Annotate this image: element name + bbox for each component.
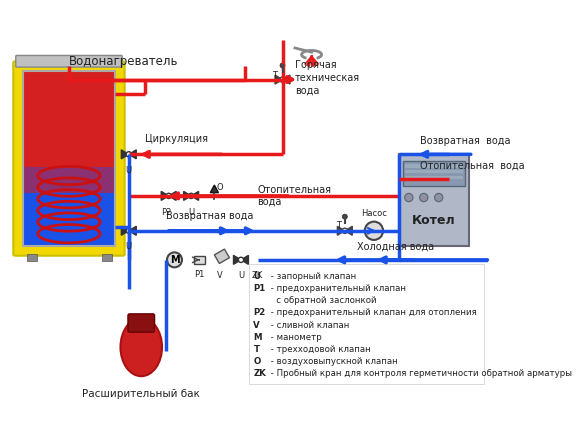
Text: Отопительная
вода: Отопительная вода <box>258 185 332 207</box>
Text: Котел: Котел <box>412 214 456 227</box>
Text: Расширительный бак: Расширительный бак <box>82 389 200 399</box>
Text: Циркуляция: Циркуляция <box>146 134 208 144</box>
Text: Возвратная вода: Возвратная вода <box>166 211 254 221</box>
Text: - запорный клапан: - запорный клапан <box>268 272 357 281</box>
FancyBboxPatch shape <box>23 71 114 167</box>
Circle shape <box>280 77 285 82</box>
Polygon shape <box>241 255 248 264</box>
Text: Горячая
техническая
вода: Горячая техническая вода <box>295 61 360 95</box>
Circle shape <box>238 257 244 262</box>
Text: - воздуховыпускной клапан: - воздуховыпускной клапан <box>268 356 398 366</box>
Text: Насос: Насос <box>361 209 387 218</box>
Text: P2: P2 <box>254 308 266 317</box>
Bar <box>406 164 463 168</box>
Circle shape <box>342 228 348 233</box>
FancyBboxPatch shape <box>399 154 470 246</box>
Text: U: U <box>254 272 260 281</box>
Text: V: V <box>254 320 260 329</box>
Polygon shape <box>161 191 168 200</box>
Circle shape <box>188 193 194 199</box>
Circle shape <box>126 228 131 233</box>
Polygon shape <box>345 226 352 235</box>
Bar <box>214 249 230 264</box>
Text: U: U <box>238 271 244 280</box>
Circle shape <box>342 214 348 219</box>
Polygon shape <box>184 191 191 200</box>
Polygon shape <box>282 75 290 84</box>
FancyBboxPatch shape <box>16 55 122 67</box>
Bar <box>28 254 38 261</box>
Polygon shape <box>122 150 129 159</box>
Ellipse shape <box>120 318 162 376</box>
Text: с обратной заслонкой: с обратной заслонкой <box>268 296 377 305</box>
Polygon shape <box>191 191 198 200</box>
Text: M: M <box>254 332 262 341</box>
Polygon shape <box>338 226 345 235</box>
Text: - предохранительный клапан: - предохранительный клапан <box>268 284 406 293</box>
Text: - манометр: - манометр <box>268 332 322 341</box>
Text: O: O <box>217 184 224 192</box>
Bar <box>194 256 205 264</box>
Circle shape <box>280 63 285 68</box>
Text: U: U <box>188 208 194 217</box>
Circle shape <box>420 194 428 202</box>
Bar <box>406 176 463 179</box>
Text: - Пробный кран для контроля герметичности обратной арматуры: - Пробный кран для контроля герметичност… <box>268 369 572 378</box>
FancyBboxPatch shape <box>14 61 124 256</box>
Bar <box>403 161 465 186</box>
Circle shape <box>126 152 131 157</box>
Circle shape <box>404 194 413 202</box>
Bar <box>249 264 484 384</box>
Polygon shape <box>234 255 241 264</box>
Circle shape <box>167 252 182 267</box>
Text: T: T <box>254 344 259 353</box>
Circle shape <box>434 194 443 202</box>
Polygon shape <box>122 226 129 235</box>
Bar <box>102 254 112 261</box>
Bar <box>406 170 463 173</box>
Text: Отопительная  вода: Отопительная вода <box>420 161 524 171</box>
Text: P1: P1 <box>254 284 266 293</box>
Text: Возвратная  вода: Возвратная вода <box>420 136 510 146</box>
Polygon shape <box>168 191 176 200</box>
Text: V: V <box>217 271 223 280</box>
Text: M: M <box>170 255 179 265</box>
Text: P1: P1 <box>194 270 205 279</box>
Circle shape <box>365 221 383 240</box>
Text: ZK: ZK <box>252 271 263 280</box>
Text: - сливной клапан: - сливной клапан <box>268 320 350 329</box>
Text: - предохранительный клапан для отопления: - предохранительный клапан для отопления <box>268 308 477 317</box>
Text: ZK: ZK <box>254 369 266 378</box>
Text: U: U <box>126 243 132 252</box>
Text: T: T <box>336 221 340 230</box>
Text: U: U <box>126 166 132 175</box>
Polygon shape <box>129 150 136 159</box>
Polygon shape <box>129 226 136 235</box>
Circle shape <box>166 193 171 199</box>
FancyBboxPatch shape <box>23 167 114 194</box>
Polygon shape <box>210 185 218 193</box>
Text: - трехходовой клапан: - трехходовой клапан <box>268 344 371 353</box>
Text: Водонагреватель: Водонагреватель <box>69 55 178 68</box>
Polygon shape <box>275 75 282 84</box>
Text: P2: P2 <box>161 208 171 217</box>
Text: Холодная вода: Холодная вода <box>357 242 434 252</box>
FancyBboxPatch shape <box>23 194 114 246</box>
FancyBboxPatch shape <box>128 314 154 332</box>
Text: T: T <box>272 71 276 80</box>
Text: O: O <box>254 356 261 366</box>
